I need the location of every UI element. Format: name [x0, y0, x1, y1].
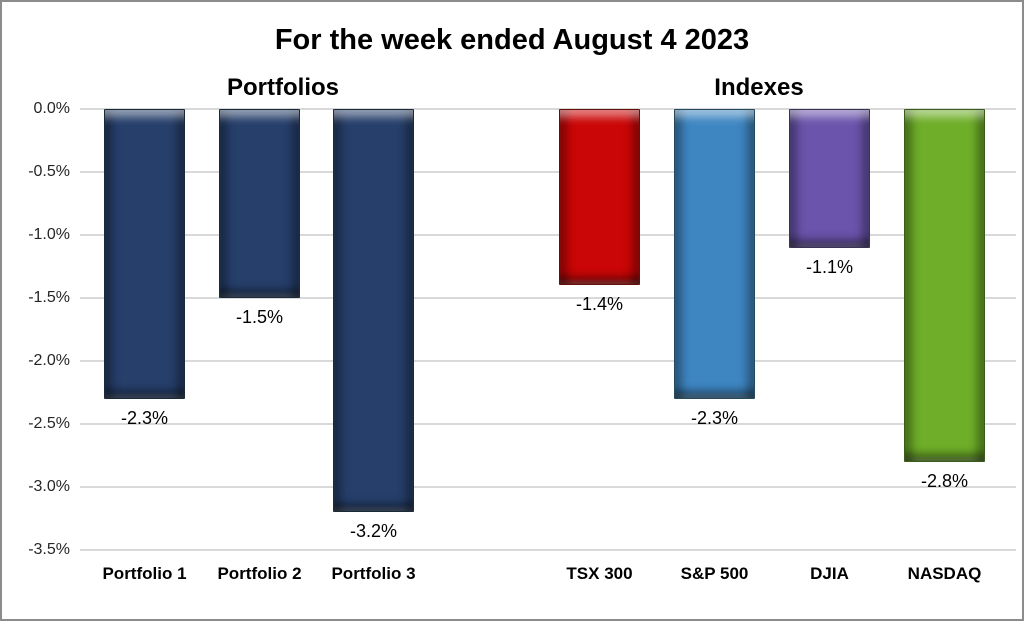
chart-title: For the week ended August 4 2023: [274, 24, 750, 56]
category-label: Portfolio 3: [331, 564, 416, 583]
bar-value-label: -2.8%: [920, 470, 969, 491]
bar: [333, 109, 414, 513]
bar-value-label: -2.3%: [690, 407, 739, 428]
bar-value-label: -1.5%: [235, 307, 284, 327]
bar-value-label: -2.3%: [120, 407, 169, 428]
gridline: [80, 297, 1016, 299]
gridline: [80, 360, 1016, 362]
y-axis-tick-label: -1.5%: [28, 289, 70, 306]
bar: [219, 109, 300, 298]
category-label: S&P 500: [680, 564, 749, 583]
group-label: Portfolios: [227, 74, 339, 101]
category-label: TSX 300: [566, 564, 633, 583]
bar-value-label: -3.2%: [349, 521, 398, 542]
category-label: DJIA: [810, 564, 849, 583]
group-label: Indexes: [714, 74, 804, 101]
gridline: [80, 234, 1016, 236]
gridline: [80, 171, 1016, 173]
bar: [789, 109, 870, 248]
y-axis-tick-label: 0.0%: [33, 100, 70, 117]
bar: [104, 109, 185, 399]
gridline: [80, 549, 1016, 551]
y-axis-tick-label: -0.5%: [28, 163, 70, 180]
category-label: NASDAQ: [907, 564, 982, 583]
gridline: [80, 423, 1016, 425]
bar: [674, 109, 755, 399]
y-axis-tick-label: -3.0%: [28, 478, 70, 495]
bar-value-label: -1.4%: [575, 294, 624, 315]
y-axis-tick-label: -1.0%: [28, 226, 70, 243]
y-axis-tick-label: -3.5%: [28, 541, 70, 558]
bar: [559, 109, 640, 286]
y-axis-tick-label: -2.5%: [28, 415, 70, 432]
category-label: Portfolio 2: [217, 564, 302, 583]
bar: [904, 109, 985, 462]
category-label: Portfolio 1: [102, 564, 187, 583]
gridline: [80, 108, 1016, 110]
gridline: [80, 486, 1016, 488]
bar-value-label: -1.1%: [805, 256, 854, 277]
y-axis-tick-label: -2.0%: [28, 352, 70, 369]
